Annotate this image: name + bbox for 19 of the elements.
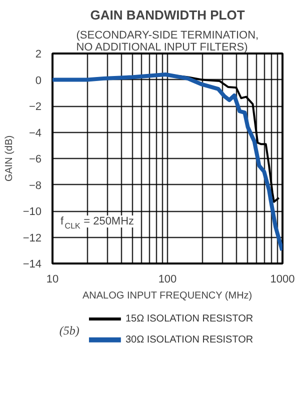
chart-title: GAIN BANDWIDTH PLOT [90, 8, 245, 22]
y-tick-label: −6 [28, 154, 42, 166]
y-tick-label: −2 [28, 101, 42, 113]
y-tick-label: −8 [28, 180, 42, 192]
chart-subtitle: (SECONDARY-SIDE TERMINATION, NO ADDITIONAL INPUT FILTERS) [76, 30, 259, 54]
text: (5b) [59, 324, 80, 338]
x-axis-title: ANALOG INPUT FREQUENCY (MHz) [82, 290, 252, 302]
y-tick-label: −4 [28, 127, 42, 140]
y-tick-label: 0 [35, 74, 42, 87]
y-tick-label: 2 [35, 48, 42, 60]
x-tick-label: 1000 [270, 274, 295, 286]
y-tick-label: −12 [22, 232, 42, 244]
legend-label: 30Ω ISOLATION RESISTOR [125, 334, 254, 346]
legend-label: 15Ω ISOLATION RESISTOR [125, 314, 254, 325]
y-tick-label: −14 [22, 258, 42, 270]
x-tick-label: 100 [158, 274, 177, 286]
y-tick-label: −10 [22, 206, 42, 218]
y-axis-title: GAIN (dB) [4, 135, 15, 182]
x-tick-label: 10 [46, 274, 59, 286]
